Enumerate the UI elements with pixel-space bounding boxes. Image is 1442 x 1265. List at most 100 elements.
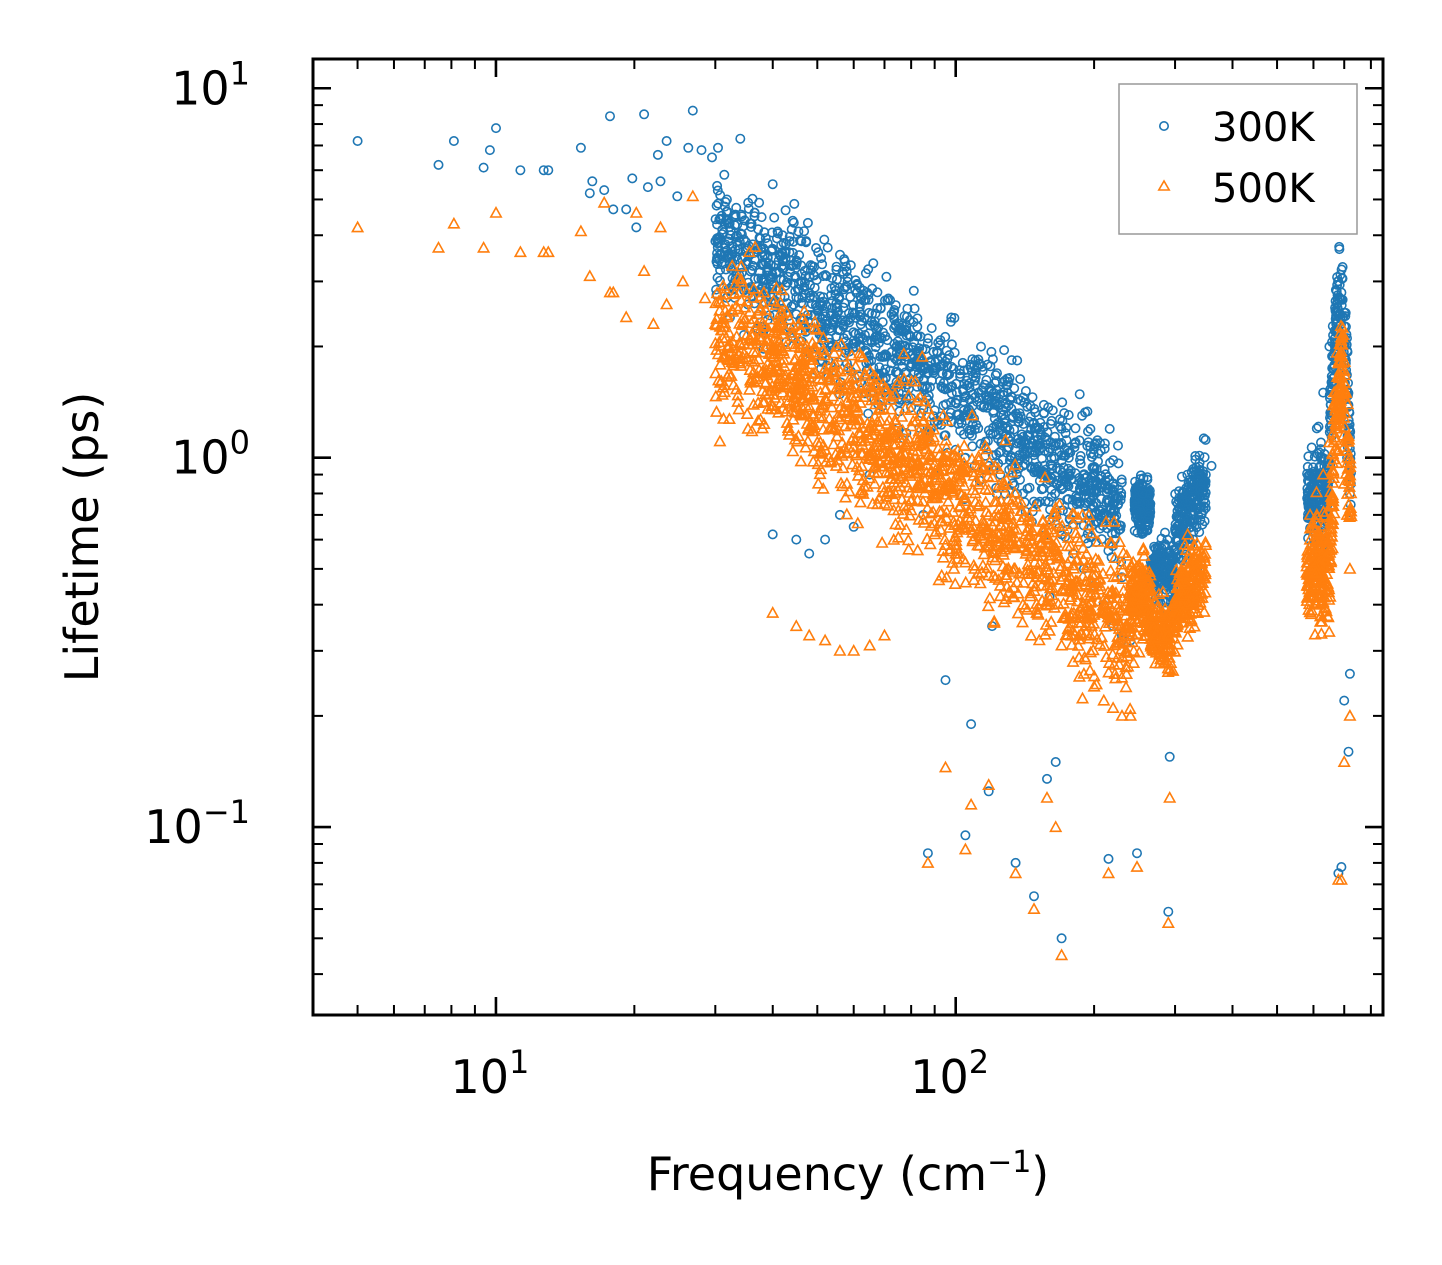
- data-point-500k: [1323, 533, 1337, 545]
- data-point-500k: [925, 464, 939, 477]
- data-point-500k: [1056, 611, 1070, 624]
- data-point-500k: [1303, 507, 1317, 520]
- data-point-300k: [928, 363, 939, 374]
- data-point-500k: [1161, 916, 1175, 929]
- data-point-300k: [978, 402, 989, 413]
- data-point-500k: [863, 364, 877, 377]
- data-point-500k: [1115, 709, 1129, 721]
- data-point-500k: [942, 521, 957, 533]
- data-point-300k: [786, 261, 797, 272]
- data-point-500k: [766, 294, 781, 306]
- data-point-500k: [835, 350, 849, 362]
- data-point-500k: [784, 337, 798, 350]
- data-point-500k: [755, 384, 770, 397]
- data-point-500k: [819, 382, 833, 394]
- data-point-300k: [806, 298, 817, 309]
- data-point-500k: [913, 463, 927, 476]
- data-point-500k: [838, 490, 853, 503]
- data-point-500k: [818, 362, 832, 375]
- data-point-300k: [760, 233, 771, 244]
- data-point-500k: [953, 513, 967, 526]
- data-point-300k: [599, 185, 610, 196]
- data-point-300k: [1072, 493, 1083, 504]
- data-point-500k: [979, 505, 993, 518]
- data-point-500k: [1124, 588, 1138, 601]
- data-point-300k: [1170, 519, 1181, 530]
- data-point-300k: [797, 292, 808, 303]
- data-point-300k: [1337, 294, 1348, 305]
- data-point-500k: [676, 274, 690, 287]
- data-point-300k: [889, 314, 900, 325]
- data-point-300k: [1050, 488, 1061, 499]
- x-tick-label: 102: [910, 1043, 989, 1104]
- data-point-300k: [1096, 479, 1107, 490]
- data-point-500k: [1321, 610, 1335, 623]
- data-point-500k: [790, 367, 804, 380]
- data-point-500k: [805, 374, 819, 387]
- data-point-300k: [1163, 570, 1174, 581]
- data-point-300k: [1063, 409, 1074, 420]
- data-point-300k: [975, 341, 986, 352]
- data-point-300k: [746, 222, 757, 233]
- data-point-500k: [1198, 571, 1212, 584]
- data-point-500k: [1127, 656, 1141, 669]
- data-point-500k: [914, 427, 928, 440]
- data-point-500k: [1065, 506, 1079, 519]
- data-point-500k: [1326, 471, 1341, 484]
- data-point-500k: [1161, 661, 1175, 674]
- data-point-500k: [990, 494, 1004, 507]
- data-point-300k: [759, 227, 770, 238]
- data-point-300k: [1024, 482, 1035, 493]
- data-point-500k: [1104, 586, 1118, 599]
- data-point-500k: [1072, 669, 1086, 682]
- data-point-500k: [979, 495, 993, 508]
- data-point-300k: [1032, 461, 1043, 472]
- data-point-500k: [710, 286, 724, 299]
- data-point-500k: [1116, 546, 1130, 559]
- data-point-500k: [759, 363, 773, 376]
- data-point-500k: [888, 486, 902, 498]
- data-point-500k: [962, 513, 977, 526]
- data-point-500k: [923, 432, 937, 445]
- data-point-300k: [1199, 452, 1210, 463]
- data-point-500k: [893, 518, 907, 530]
- data-point-300k: [712, 142, 723, 153]
- data-point-300k: [970, 392, 981, 403]
- data-point-500k: [741, 421, 755, 434]
- data-point-500k: [876, 480, 890, 493]
- data-point-300k: [1075, 454, 1086, 465]
- data-point-500k: [947, 562, 961, 574]
- data-point-500k: [957, 456, 971, 469]
- data-point-500k: [1340, 443, 1354, 456]
- data-point-500k: [728, 287, 742, 300]
- data-point-500k: [771, 319, 785, 331]
- data-point-300k: [940, 675, 951, 686]
- data-point-300k: [759, 249, 770, 260]
- data-point-500k: [1095, 606, 1109, 619]
- data-point-500k: [987, 614, 1001, 627]
- data-point-500k: [897, 499, 911, 512]
- data-point-300k: [757, 251, 768, 262]
- data-point-300k: [1077, 410, 1088, 421]
- data-point-500k: [1119, 667, 1134, 680]
- data-point-500k: [738, 312, 752, 325]
- data-point-300k: [787, 215, 798, 226]
- data-point-500k: [734, 274, 748, 287]
- data-point-500k: [1124, 578, 1138, 591]
- data-point-300k: [1075, 458, 1086, 469]
- data-point-500k: [574, 224, 588, 237]
- data-point-500k: [1179, 577, 1193, 590]
- data-point-500k: [1076, 541, 1090, 554]
- data-point-300k: [872, 303, 883, 314]
- data-point-500k: [1326, 447, 1340, 460]
- data-point-300k: [1192, 504, 1203, 515]
- data-point-500k: [1143, 568, 1157, 581]
- data-point-500k: [829, 459, 843, 471]
- data-point-500k: [1178, 537, 1192, 550]
- data-point-300k: [922, 338, 933, 349]
- data-point-500k: [1108, 551, 1122, 564]
- data-point-500k: [1342, 468, 1356, 481]
- data-point-500k: [1064, 590, 1078, 603]
- data-point-500k: [757, 285, 771, 298]
- data-point-300k: [1322, 479, 1333, 490]
